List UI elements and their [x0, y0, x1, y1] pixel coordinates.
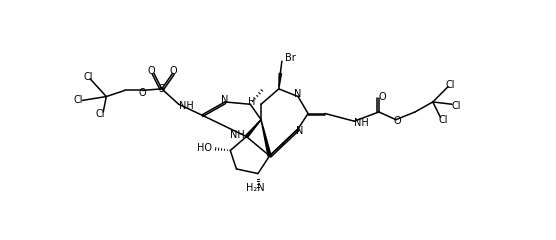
Polygon shape [245, 120, 261, 138]
Text: N: N [296, 126, 303, 136]
Text: Cl: Cl [446, 80, 455, 90]
Text: HO: HO [197, 143, 212, 153]
Polygon shape [279, 73, 281, 89]
Text: O: O [378, 92, 386, 102]
Text: Br: Br [285, 53, 296, 63]
Text: O: O [138, 88, 146, 98]
Text: O: O [148, 66, 156, 76]
Text: Cl: Cl [438, 115, 448, 125]
Text: S: S [158, 84, 165, 94]
Text: H₂N: H₂N [246, 183, 265, 193]
Text: NH: NH [230, 130, 245, 140]
Text: Cl: Cl [451, 101, 460, 111]
Text: Cl: Cl [96, 109, 105, 119]
Text: O: O [170, 66, 177, 76]
Polygon shape [261, 120, 271, 156]
Text: H: H [248, 97, 256, 107]
Text: O: O [394, 116, 401, 126]
Text: Cl: Cl [83, 72, 93, 82]
Text: Cl: Cl [74, 96, 83, 105]
Text: NH: NH [178, 101, 193, 111]
Text: N: N [221, 96, 229, 105]
Text: N: N [294, 89, 302, 99]
Text: NH: NH [354, 118, 369, 128]
